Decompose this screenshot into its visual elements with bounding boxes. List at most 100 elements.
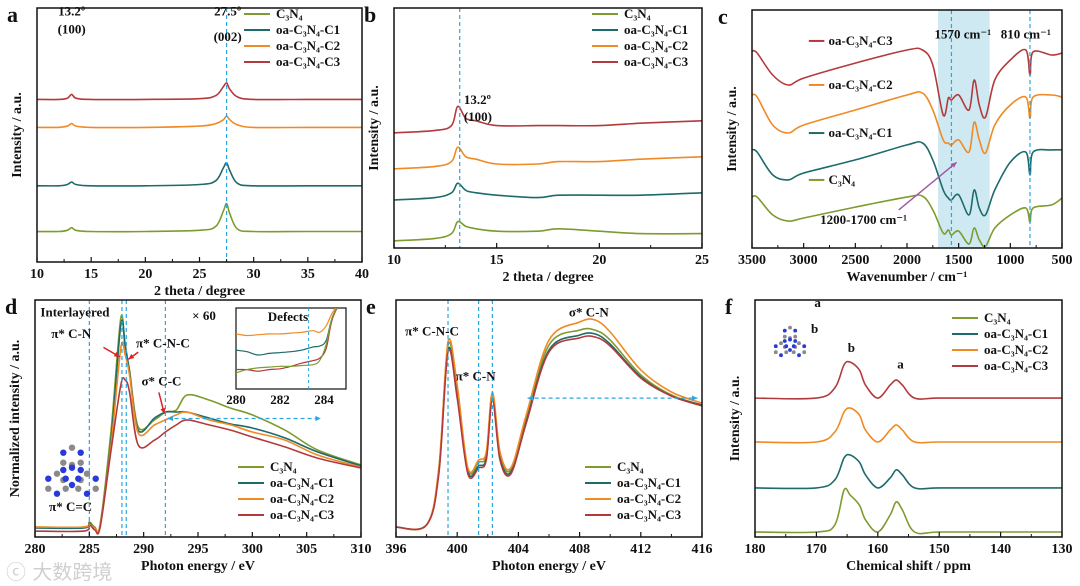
carbon-atom	[75, 485, 82, 492]
legend-label: oa-C₃N₄-C2	[984, 342, 1048, 357]
arrow-head	[692, 395, 698, 401]
annotation: (002)	[214, 29, 242, 44]
carbon-atom	[53, 470, 61, 477]
series-line-c1	[751, 140, 1063, 217]
carbon-atom	[784, 350, 789, 355]
nitrogen-atom	[788, 348, 792, 352]
y-axis-label: Intensity / a.u.	[10, 92, 25, 178]
carbon-atom	[791, 350, 796, 355]
series-line-c2	[34, 341, 362, 533]
watermark-logo: ⓒ 大数跨境	[6, 560, 113, 584]
carbon-atom	[62, 485, 69, 492]
series-line-c2	[393, 146, 703, 170]
series-line-c3	[395, 335, 703, 531]
x-tick-label: 40	[355, 267, 369, 282]
panel-label: b	[364, 2, 376, 27]
legend-label: oa-C₃N₄-C3	[270, 507, 335, 522]
panel-label: d	[5, 294, 17, 319]
arrow-head	[113, 351, 120, 357]
carbon-atom	[788, 325, 792, 330]
legend-label: C₃N₄	[276, 6, 303, 21]
legend-label: C₃N₄	[617, 459, 644, 474]
legend-label: oa-C₃N₄-C1	[828, 125, 892, 140]
series-line-c3	[36, 82, 362, 101]
x-tick-label: 305	[296, 542, 317, 557]
annotation: σ* C-C	[141, 373, 181, 388]
nitrogen-atom	[77, 466, 84, 474]
legend-label: C₃N₄	[624, 6, 651, 21]
nitrogen-atom	[83, 490, 91, 497]
x-tick-label: 310	[351, 542, 372, 557]
x-tick-label: 130	[1052, 542, 1073, 557]
series-line-c2	[36, 115, 363, 129]
legend-label: oa-C₃N₄-C1	[617, 475, 681, 490]
legend-label: oa-C₃N₄-C1	[270, 475, 334, 490]
x-tick-label: 1500	[945, 253, 973, 268]
annotation: σ* C-N	[569, 305, 610, 320]
nitrogen-atom	[791, 344, 796, 349]
annotation: π* C-N	[456, 369, 497, 384]
inset-tick-label: 284	[314, 392, 334, 407]
nitrogen-atom	[802, 344, 807, 349]
y-axis-label: Intensity / a.u.	[367, 85, 382, 171]
x-tick-label: 3500	[738, 253, 766, 268]
annotation: 13.2º	[464, 92, 491, 107]
carbon-atom	[793, 334, 798, 339]
arrow-head	[527, 395, 533, 401]
y-axis-label: Intensity / a.u.	[728, 376, 743, 462]
annotation: 13.2º	[58, 4, 85, 19]
nitrogen-atom	[53, 490, 61, 497]
carbon-atom	[802, 350, 807, 355]
x-tick-label: 408	[569, 542, 590, 557]
nitrogen-atom	[60, 449, 67, 456]
annotation: (100)	[464, 109, 492, 124]
panel-label: f	[725, 294, 733, 319]
legend-label: oa-C₃N₄-C3	[276, 54, 341, 69]
annotation: 27.5º	[214, 4, 241, 19]
x-tick-label: 2000	[893, 253, 921, 268]
x-tick-label: 10	[30, 267, 44, 282]
carbon-atom	[77, 459, 84, 466]
x-tick-label: 25	[193, 267, 207, 282]
nitrogen-atom	[779, 353, 783, 358]
legend-label: oa-C₃N₄-C1	[624, 22, 688, 37]
inset-line-c3	[236, 308, 338, 372]
legend-label: oa-C₃N₄-C3	[624, 54, 689, 69]
inset-line-c2	[236, 308, 337, 337]
annotation: b	[848, 340, 855, 355]
molecule-illustration	[45, 444, 99, 497]
x-tick-label: 3000	[790, 253, 818, 268]
x-tick-label: 300	[242, 542, 263, 557]
x-tick-label: 2500	[841, 253, 869, 268]
x-tick-label: 412	[630, 542, 651, 557]
x-tick-label: 295	[188, 542, 209, 557]
annotation: 810 cm⁻¹	[1001, 27, 1051, 42]
x-tick-label: 1000	[996, 253, 1024, 268]
series-line-c1	[393, 182, 703, 201]
nitrogen-atom	[793, 339, 798, 343]
shaded-region	[938, 10, 990, 248]
nitrogen-atom	[92, 475, 99, 482]
legend-label: oa-C₃N₄-C2	[276, 38, 340, 53]
nitrogen-atom	[75, 475, 82, 482]
x-axis-label: Chemical shift / ppm	[846, 559, 971, 574]
annotation: a	[897, 357, 904, 372]
arrow-head	[167, 415, 173, 422]
panel-label: a	[7, 2, 18, 27]
legend-label: oa-C₃N₄-C2	[624, 38, 688, 53]
series-line-c3	[34, 376, 362, 535]
x-tick-label: 285	[79, 542, 100, 557]
nitrogen-atom	[68, 464, 76, 471]
x-tick-label: 416	[692, 542, 713, 557]
x-tick-label: 25	[695, 253, 709, 268]
x-tick-label: 10	[387, 253, 401, 268]
y-axis-label: Intensity / a.u.	[725, 86, 740, 172]
series-line-c3n4	[754, 487, 1062, 535]
legend-label: C₃N₄	[270, 459, 297, 474]
x-tick-label: 35	[301, 267, 315, 282]
legend-label: oa-C₃N₄-C3	[828, 33, 893, 48]
x-tick-label: 500	[1052, 253, 1073, 268]
series-line-c2	[395, 318, 703, 531]
inset-frame	[235, 307, 347, 390]
